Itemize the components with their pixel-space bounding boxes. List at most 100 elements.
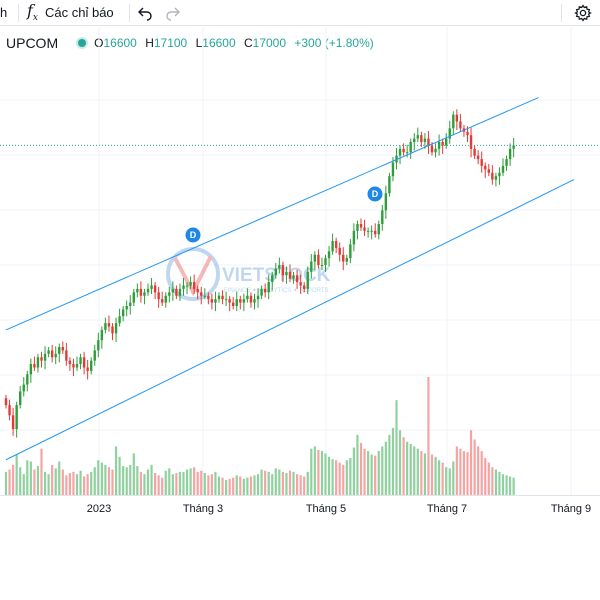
volume-bar (462, 451, 466, 495)
candle-body (437, 142, 441, 149)
candle-body (281, 265, 285, 276)
volume-bar (47, 474, 50, 495)
candle-body (271, 275, 274, 283)
candle-body (487, 169, 490, 173)
candle-body (306, 271, 309, 289)
candle-body (111, 326, 114, 334)
volume-bar (327, 456, 331, 495)
volume-bar (207, 475, 210, 495)
candle-body (90, 360, 93, 371)
candle-body (182, 285, 185, 289)
volume-bar (168, 468, 171, 495)
candle-body (381, 210, 384, 224)
candle-body (26, 374, 29, 385)
candle-body (384, 193, 388, 211)
close-label: C (243, 36, 253, 50)
candle-body (469, 135, 473, 149)
volume-bar (416, 448, 419, 495)
watermark-text: VIETSTOCK (222, 265, 331, 286)
toolbar-truncated-item[interactable]: h (0, 5, 8, 20)
candle-body (256, 295, 260, 300)
volume-bar (139, 471, 142, 495)
volume-bar (391, 427, 395, 495)
volume-bar (331, 459, 334, 495)
trend-channel[interactable] (5, 97, 575, 461)
volume-bar (114, 446, 118, 495)
volume-bar (256, 474, 260, 495)
volume-bar (107, 467, 111, 495)
volume-bar (423, 453, 426, 495)
volume-bar (225, 479, 228, 495)
candle-body (185, 285, 189, 287)
volume-bar (398, 430, 402, 495)
volume-bar (185, 469, 189, 495)
volume-bar (377, 451, 380, 495)
indicators-label: Các chỉ báo (45, 5, 114, 20)
high-value: 17100 (153, 36, 188, 50)
candle-body (246, 295, 249, 300)
indicators-button[interactable]: fx Các chỉ báo (27, 0, 114, 25)
candle-body (501, 165, 505, 173)
toolbar-separator (18, 4, 19, 22)
time-axis[interactable]: 2023 Tháng 3 Tháng 5 Tháng 7 Tháng 9 (0, 495, 600, 526)
volume-bar (367, 451, 370, 495)
candle-body (441, 142, 444, 146)
candle-body (320, 265, 324, 266)
volume-bar (118, 456, 121, 495)
candle-body (405, 152, 409, 154)
dividend-marker[interactable]: D (185, 227, 201, 243)
dividend-marker-label: D (190, 230, 197, 240)
volume-bar (4, 471, 8, 495)
channel-line (5, 179, 575, 461)
candle-body (391, 162, 395, 177)
candle-body (47, 350, 50, 354)
x-tick-label: Tháng 5 (305, 503, 347, 515)
candle-body (303, 285, 306, 289)
symbol-exchange[interactable]: UPCOM (6, 35, 59, 51)
price-chart[interactable]: VIETSTOCK FINANCE ✦ ANALYTICS ✦ REPORTS … (0, 25, 600, 495)
candle-body (349, 244, 352, 259)
candle-body (50, 350, 54, 358)
candle-body (100, 329, 104, 341)
volume-bar (100, 462, 103, 495)
volume-bar (242, 478, 245, 495)
volume-bar (402, 437, 405, 495)
volume-bar (22, 474, 25, 495)
volume-bar (285, 473, 288, 495)
volume-bar (306, 471, 309, 495)
volume-bar (214, 471, 217, 495)
volume-bar (36, 466, 40, 495)
volume-bar (182, 471, 185, 495)
candle-body (370, 230, 373, 232)
candle-body (402, 148, 405, 153)
candle-body (153, 285, 157, 293)
candle-body (459, 121, 462, 129)
gear-icon (574, 3, 592, 22)
volume-bar (19, 467, 22, 495)
watermark-subtext: FINANCE ✦ ANALYTICS ✦ REPORTS (224, 287, 329, 294)
volume-bar (501, 474, 505, 495)
candle-body (310, 261, 313, 272)
volume-bar (299, 475, 302, 495)
watermark-logo-v (173, 255, 213, 297)
volume-bar (335, 460, 338, 495)
volume-bar (498, 471, 501, 495)
undo-button[interactable] (137, 0, 153, 25)
candle-body (61, 347, 64, 351)
candle-body (4, 398, 8, 406)
candle-body (239, 299, 242, 303)
redo-button[interactable] (165, 0, 181, 25)
volume-bar (317, 449, 320, 495)
volume-bar (232, 477, 235, 495)
settings-button[interactable] (574, 0, 592, 25)
candle-body (104, 323, 107, 330)
market-status-dot (78, 39, 87, 47)
volume-bar (200, 470, 203, 495)
x-tick-label: Tháng 9 (550, 503, 592, 515)
volume-bar (122, 466, 125, 495)
candle-body (217, 295, 221, 300)
volume-bar (8, 469, 11, 495)
dividend-marker[interactable]: D (367, 186, 383, 202)
candle-body (416, 135, 419, 139)
candle-body (327, 251, 331, 259)
